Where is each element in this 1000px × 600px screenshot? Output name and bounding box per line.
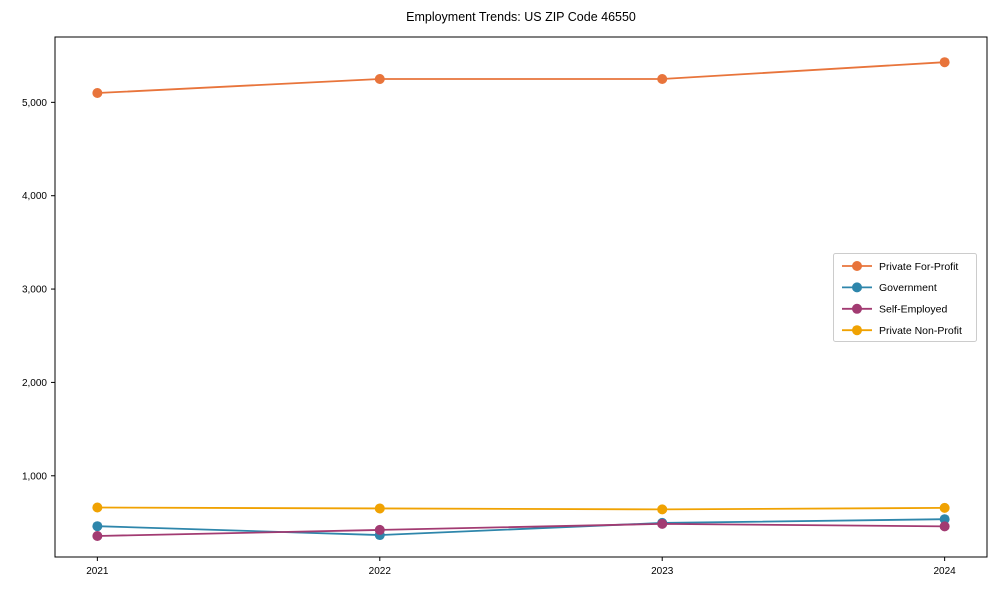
- legend-marker: [852, 282, 862, 293]
- series-private-non-profit: [92, 502, 950, 515]
- series-self-employed: [92, 518, 950, 541]
- x-tick-label: 2022: [369, 566, 392, 577]
- y-tick-label: 4,000: [22, 191, 47, 202]
- legend: Private For-Profit Government Self-Employe…: [833, 253, 977, 342]
- data-point-marker: [374, 74, 385, 85]
- legend-entry-private-non-profit: Private Non-Profit: [842, 325, 962, 337]
- x-tick-label: 2023: [651, 566, 674, 577]
- legend-label: Self-Employed: [879, 304, 947, 316]
- series-line: [97, 522, 945, 537]
- data-point-marker: [374, 524, 385, 535]
- legend-marker: [852, 303, 862, 314]
- data-point-marker: [657, 74, 668, 85]
- legend-entry-self-employed: Self-Employed: [842, 304, 947, 316]
- chart-title: Employment Trends: US ZIP Code 46550: [406, 10, 636, 24]
- data-point-marker: [657, 518, 668, 529]
- series-line: [97, 518, 945, 536]
- x-tick-label: 2021: [86, 566, 109, 577]
- data-point-marker: [939, 514, 950, 525]
- legend-marker: [852, 325, 862, 336]
- legend-marker: [852, 261, 862, 271]
- data-point-marker: [939, 521, 950, 532]
- data-point-marker: [92, 521, 103, 532]
- y-tick-label: 3,000: [22, 285, 47, 296]
- plot-border: [54, 36, 988, 558]
- data-point-marker: [92, 502, 103, 513]
- legend-box: [833, 253, 977, 342]
- x-tick-label: 2024: [934, 566, 957, 577]
- legend-label: Private For-Profit: [879, 261, 958, 273]
- legend-entry-private-for-profit: Private For-Profit: [842, 261, 958, 273]
- series-line: [97, 506, 945, 511]
- data-point-marker: [92, 530, 103, 541]
- series-line: [97, 61, 945, 94]
- data-point-marker: [939, 502, 950, 513]
- data-point-marker: [374, 503, 385, 514]
- legend-label: Government: [879, 282, 937, 294]
- data-point-marker: [939, 57, 950, 68]
- y-tick-label: 2,000: [22, 378, 47, 389]
- legend-entry-government: Government: [842, 282, 937, 294]
- data-point-marker: [657, 504, 668, 515]
- y-tick-label: 1,000: [22, 471, 47, 482]
- series-private-for-profit: [92, 57, 950, 99]
- legend-label: Private Non-Profit: [879, 325, 962, 337]
- data-point-marker: [92, 88, 103, 99]
- y-tick-label: 5,000: [22, 98, 47, 109]
